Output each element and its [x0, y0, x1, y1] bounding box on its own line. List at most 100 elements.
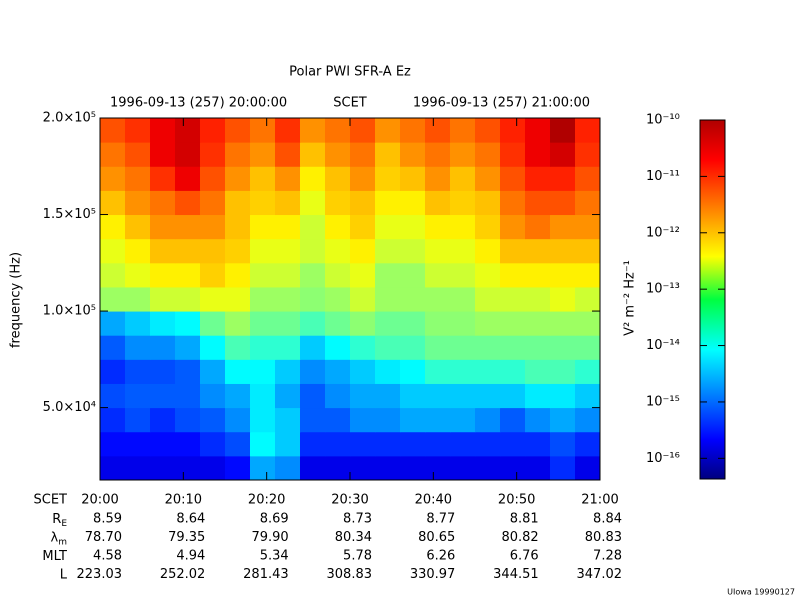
heat-cell — [400, 335, 426, 360]
heat-cell — [275, 262, 301, 288]
heat-cell — [225, 190, 251, 216]
heat-cell — [175, 142, 201, 167]
heat-cell — [300, 311, 326, 336]
ephemeris-label: L — [60, 567, 68, 582]
ephemeris-label: MLT — [42, 549, 67, 564]
heat-cell — [200, 286, 226, 312]
heat-cell — [325, 359, 351, 384]
heat-cell — [500, 238, 526, 264]
footer: UIowa 19990127 — [727, 588, 795, 597]
heat-cell — [275, 311, 301, 336]
heat-cell — [250, 142, 276, 167]
heat-cell — [125, 118, 151, 143]
heat-cell — [150, 431, 176, 457]
heat-cell — [525, 407, 551, 433]
heat-cell — [325, 311, 351, 336]
y-axis-label: frequency (Hz) — [9, 252, 24, 348]
colorbar-label: V² m⁻² Hz⁻¹ — [623, 260, 638, 336]
ephemeris-value: 8.59 — [93, 512, 122, 527]
heat-cell — [425, 190, 451, 216]
heat-cell — [400, 455, 426, 481]
ephemeris-value: 330.97 — [410, 567, 456, 582]
heat-cell — [375, 359, 401, 384]
heat-cell — [475, 359, 501, 384]
heat-cell — [325, 383, 351, 409]
heat-cell — [125, 142, 151, 167]
heat-cell — [150, 142, 176, 167]
heatmap — [100, 118, 601, 481]
x-tick-label: 20:10 — [165, 493, 202, 508]
heat-cell — [250, 359, 276, 384]
heat-cell — [250, 262, 276, 288]
heat-cell — [325, 190, 351, 216]
heat-cell — [150, 455, 176, 481]
heat-cell — [325, 214, 351, 240]
heat-cell — [125, 286, 151, 312]
heat-cell — [375, 190, 401, 216]
heat-cell — [150, 286, 176, 312]
heat-cell — [475, 455, 501, 481]
heat-cell — [500, 359, 526, 384]
heat-cell — [125, 407, 151, 433]
heat-cell — [575, 431, 601, 457]
heat-cell — [375, 311, 401, 336]
heat-cell — [100, 359, 126, 384]
heat-cell — [275, 431, 301, 457]
heat-cell — [300, 286, 326, 312]
heat-cell — [475, 166, 501, 191]
ephemeris-value: 8.64 — [176, 512, 205, 527]
heat-cell — [175, 407, 201, 433]
heat-cell — [300, 238, 326, 264]
heat-cell — [400, 407, 426, 433]
heat-cell — [250, 238, 276, 264]
x-tick-label: 21:00 — [581, 493, 618, 508]
colorbar — [699, 119, 726, 480]
heat-cell — [400, 383, 426, 409]
heat-cell — [225, 238, 251, 264]
heat-cell — [275, 166, 301, 191]
ephemeris-value: 79.35 — [168, 530, 205, 545]
heat-cell — [550, 407, 576, 433]
heat-cell — [400, 262, 426, 288]
heat-cell — [400, 118, 426, 143]
heat-cell — [150, 359, 176, 384]
ephemeris-value: 281.43 — [243, 567, 289, 582]
heat-cell — [575, 142, 601, 167]
heat-cell — [500, 118, 526, 143]
heat-cell — [175, 359, 201, 384]
heat-cell — [400, 431, 426, 457]
heat-cell — [150, 190, 176, 216]
heat-cell — [500, 190, 526, 216]
heat-cell — [325, 262, 351, 288]
heat-cell — [400, 142, 426, 167]
heat-cell — [450, 238, 476, 264]
heat-cell — [525, 311, 551, 336]
heat-cell — [550, 335, 576, 360]
heat-cell — [525, 359, 551, 384]
heat-cell — [475, 142, 501, 167]
heat-cell — [150, 311, 176, 336]
heat-cell — [350, 407, 376, 433]
heat-cell — [575, 214, 601, 240]
heat-cell — [225, 359, 251, 384]
heat-cell — [375, 118, 401, 143]
heat-cell — [425, 238, 451, 264]
ephemeris-value: 80.82 — [501, 530, 538, 545]
heat-cell — [300, 383, 326, 409]
heat-cell — [300, 431, 326, 457]
heat-cell — [125, 166, 151, 191]
heat-cell — [275, 359, 301, 384]
heat-cell — [350, 286, 376, 312]
heat-cell — [525, 118, 551, 143]
heat-cell — [300, 262, 326, 288]
heat-cell — [250, 214, 276, 240]
heat-cell — [525, 166, 551, 191]
heat-cell — [575, 311, 601, 336]
heat-cell — [425, 262, 451, 288]
heat-cell — [175, 166, 201, 191]
heat-cell — [300, 118, 326, 143]
heat-cell — [200, 190, 226, 216]
heat-cell — [225, 431, 251, 457]
heat-cell — [550, 238, 576, 264]
